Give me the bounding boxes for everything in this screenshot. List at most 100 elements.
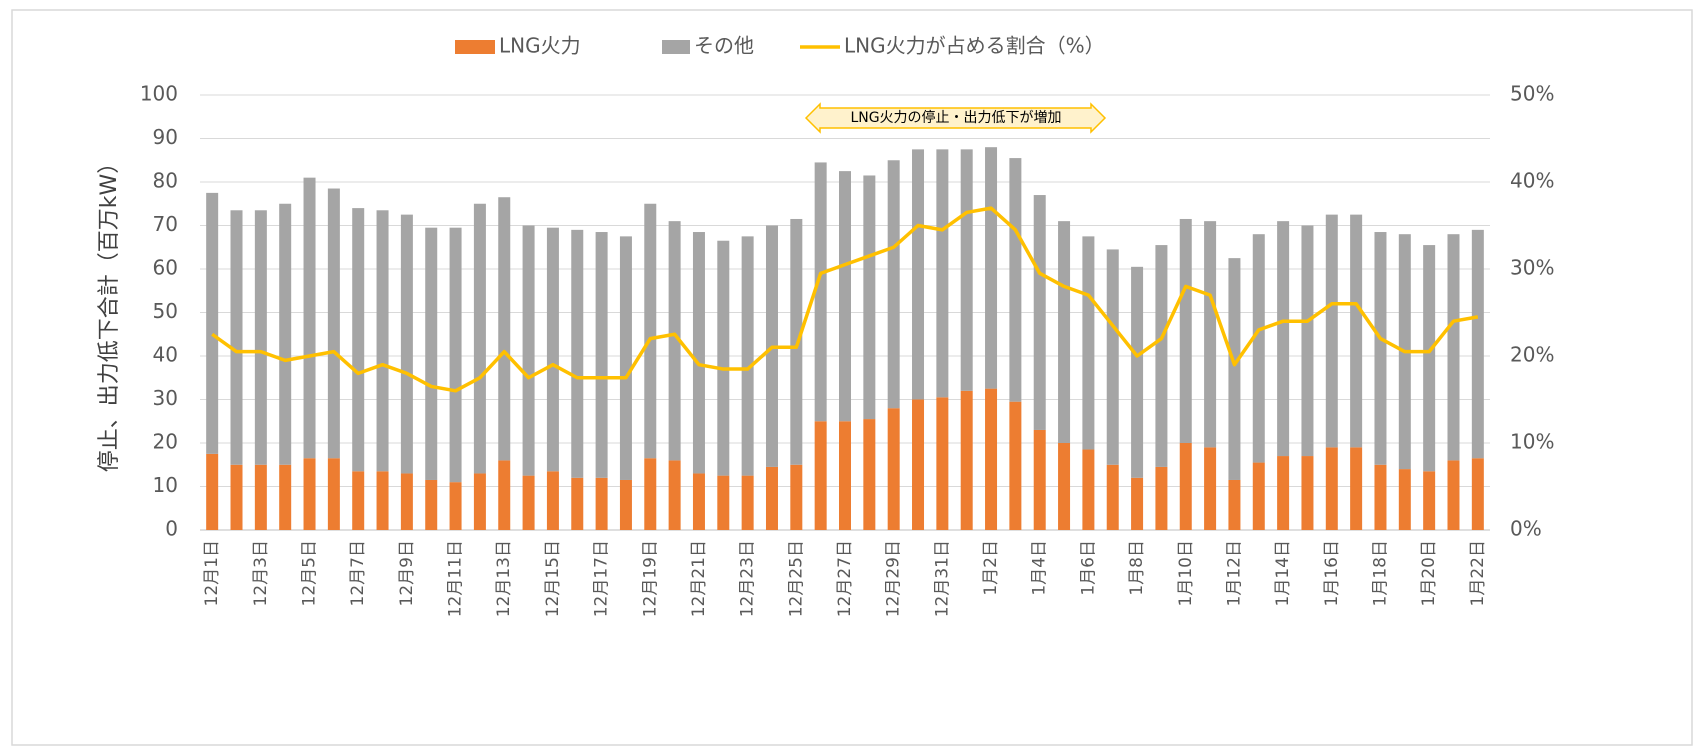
bar-segment — [765, 466, 778, 530]
bar-segment — [400, 473, 413, 530]
x-tick-label: 1月8日 — [1127, 540, 1147, 596]
bar-segment — [1106, 249, 1119, 465]
bar-segment — [279, 203, 292, 465]
bar-segment — [303, 177, 316, 459]
bar-segment — [425, 479, 438, 530]
bar-segment — [1033, 195, 1046, 430]
y-tick-label: 90 — [153, 125, 178, 149]
y-tick-label: 10 — [153, 473, 178, 497]
x-tick-label: 12月5日 — [300, 540, 320, 606]
x-tick-label: 1月2日 — [981, 540, 1001, 596]
bar-segment — [814, 162, 827, 422]
bar-segment — [230, 464, 243, 530]
x-tick-label: 1月18日 — [1370, 540, 1390, 606]
x-tick-label: 12月13日 — [494, 540, 514, 617]
x-tick-label: 12月7日 — [348, 540, 368, 606]
bar-segment — [1204, 447, 1217, 530]
bar-segment — [936, 149, 949, 398]
bar-segment — [1179, 443, 1192, 530]
bar-segment — [400, 214, 413, 474]
bar-segment — [1301, 225, 1314, 457]
bar-segment — [546, 227, 559, 472]
bar-segment — [1350, 214, 1363, 448]
bar-segment — [473, 203, 486, 474]
bar-segment — [1447, 234, 1460, 461]
bar-segment — [960, 149, 973, 391]
y-tick-label: 30 — [153, 386, 178, 410]
bar-segment — [839, 421, 851, 530]
bar-segment — [1277, 456, 1290, 530]
bar-segment — [1277, 221, 1290, 457]
legend-swatch — [455, 40, 495, 54]
bar-segment — [1106, 464, 1119, 530]
x-tick-label: 12月3日 — [251, 540, 271, 606]
bar-segment — [887, 160, 900, 409]
y-tick-label: 20 — [153, 430, 178, 454]
bar-segment — [595, 477, 608, 530]
bar-segment — [863, 419, 876, 530]
bar-segment — [1252, 462, 1265, 530]
bar-segment — [1423, 471, 1436, 530]
bar-segment — [619, 479, 632, 530]
bar-segment — [352, 471, 365, 530]
bar-segment — [522, 475, 535, 530]
y2-tick-label: 30% — [1510, 256, 1554, 280]
legend-label: その他 — [694, 34, 754, 58]
line-series — [211, 206, 1479, 393]
bar-segment — [1350, 447, 1363, 530]
y2-tick-label: 20% — [1510, 343, 1554, 367]
bar-segment — [327, 188, 340, 459]
bar-segment — [1423, 245, 1436, 472]
x-tick-label: 12月1日 — [202, 540, 222, 606]
y2-tick-label: 40% — [1510, 169, 1554, 193]
bar-segment — [717, 240, 730, 476]
bar-segment — [546, 471, 559, 530]
bar-segment — [449, 227, 462, 483]
bar-segment — [254, 464, 267, 530]
x-tick-label: 12月21日 — [689, 540, 709, 617]
y2-tick-label: 50% — [1510, 82, 1554, 106]
bar-segment — [352, 208, 365, 472]
bar-segment — [376, 210, 389, 472]
y-tick-label: 60 — [153, 256, 178, 280]
bar-segment — [985, 147, 998, 389]
bar-segment — [1131, 477, 1144, 530]
x-tick-label: 12月9日 — [397, 540, 417, 606]
bar-segment — [595, 232, 608, 478]
bar-segment — [279, 464, 292, 530]
bar-segment — [741, 236, 754, 476]
bar-segment — [449, 482, 462, 530]
bar-segment — [1155, 245, 1168, 467]
x-tick-label: 12月31日 — [932, 540, 952, 617]
y-tick-label: 0 — [165, 517, 178, 541]
legend-label: LNG火力 — [499, 34, 581, 58]
bar-segment — [1374, 464, 1387, 530]
bar-segment — [1471, 229, 1484, 459]
bar-segment — [887, 408, 900, 530]
bar-segment — [571, 229, 584, 478]
bar-segment — [863, 175, 876, 420]
bar-segment — [717, 475, 730, 530]
bar-segment — [206, 453, 219, 530]
bar-segment — [839, 171, 851, 422]
y2-tick-label: 0% — [1510, 517, 1542, 541]
bar-segment — [1301, 456, 1314, 530]
x-tick-label: 12月25日 — [786, 540, 806, 617]
bar-segment — [741, 475, 754, 530]
bar-segment — [473, 473, 486, 530]
bar-segment — [327, 458, 340, 530]
x-tick-label: 1月20日 — [1419, 540, 1439, 606]
y-axis-label: 停止、出力低下合計（百万kW） — [97, 152, 122, 473]
bar-segment — [644, 458, 657, 530]
bar-segment — [668, 460, 681, 530]
legend-swatch — [662, 40, 690, 54]
bar-segment — [912, 399, 925, 530]
x-tick-label: 1月16日 — [1322, 540, 1342, 606]
bar-segment — [571, 477, 584, 530]
bar-segment — [1058, 221, 1071, 443]
bar-segment — [1204, 221, 1217, 448]
bar-segment — [254, 210, 267, 465]
bar-segment — [1058, 443, 1071, 530]
bar-segment — [960, 390, 973, 530]
bar-segment — [1082, 236, 1095, 450]
